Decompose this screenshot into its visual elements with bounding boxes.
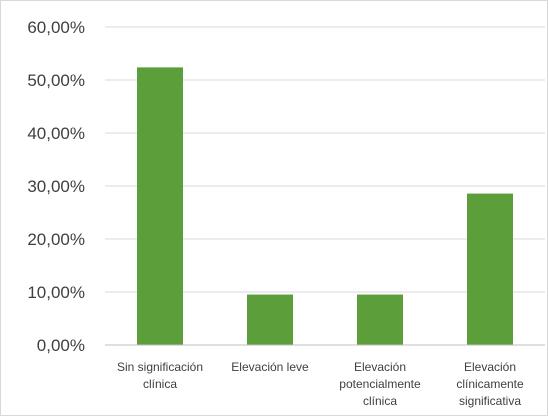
- bar: [247, 294, 293, 345]
- x-tick-label-line: potencialmente: [339, 377, 421, 391]
- x-tick-label: Elevación clínicamente significativa: [456, 360, 524, 408]
- y-tick-label: 20,00%: [27, 230, 85, 249]
- y-tick-label: 50,00%: [27, 71, 85, 90]
- bar: [467, 193, 513, 345]
- x-tick-label-line: Elevación: [464, 360, 516, 374]
- y-tick-label: 10,00%: [27, 283, 85, 302]
- y-tick-label: 0,00%: [37, 336, 85, 355]
- x-tick-label-line: Sin significación: [117, 360, 203, 374]
- bar: [357, 294, 403, 345]
- bar: [137, 67, 183, 346]
- x-tick-label-line: clínica: [143, 377, 177, 391]
- x-tick-label-line: Elevación leve: [231, 360, 309, 374]
- y-tick-label: 60,00%: [27, 18, 85, 37]
- x-tick-label: Elevación potencialmente clínica: [339, 360, 421, 408]
- y-tick-label: 30,00%: [27, 177, 85, 196]
- x-tick-label-line: clínica: [363, 394, 397, 408]
- x-tick-label-line: Elevación: [354, 360, 406, 374]
- y-tick-label: 40,00%: [27, 124, 85, 143]
- x-tick-label-line: significativa: [459, 394, 521, 408]
- x-tick-label: Elevación leve: [231, 360, 309, 374]
- x-tick-label: Sin significación clínica: [117, 360, 203, 391]
- x-tick-label-line: clínicamente: [456, 377, 524, 391]
